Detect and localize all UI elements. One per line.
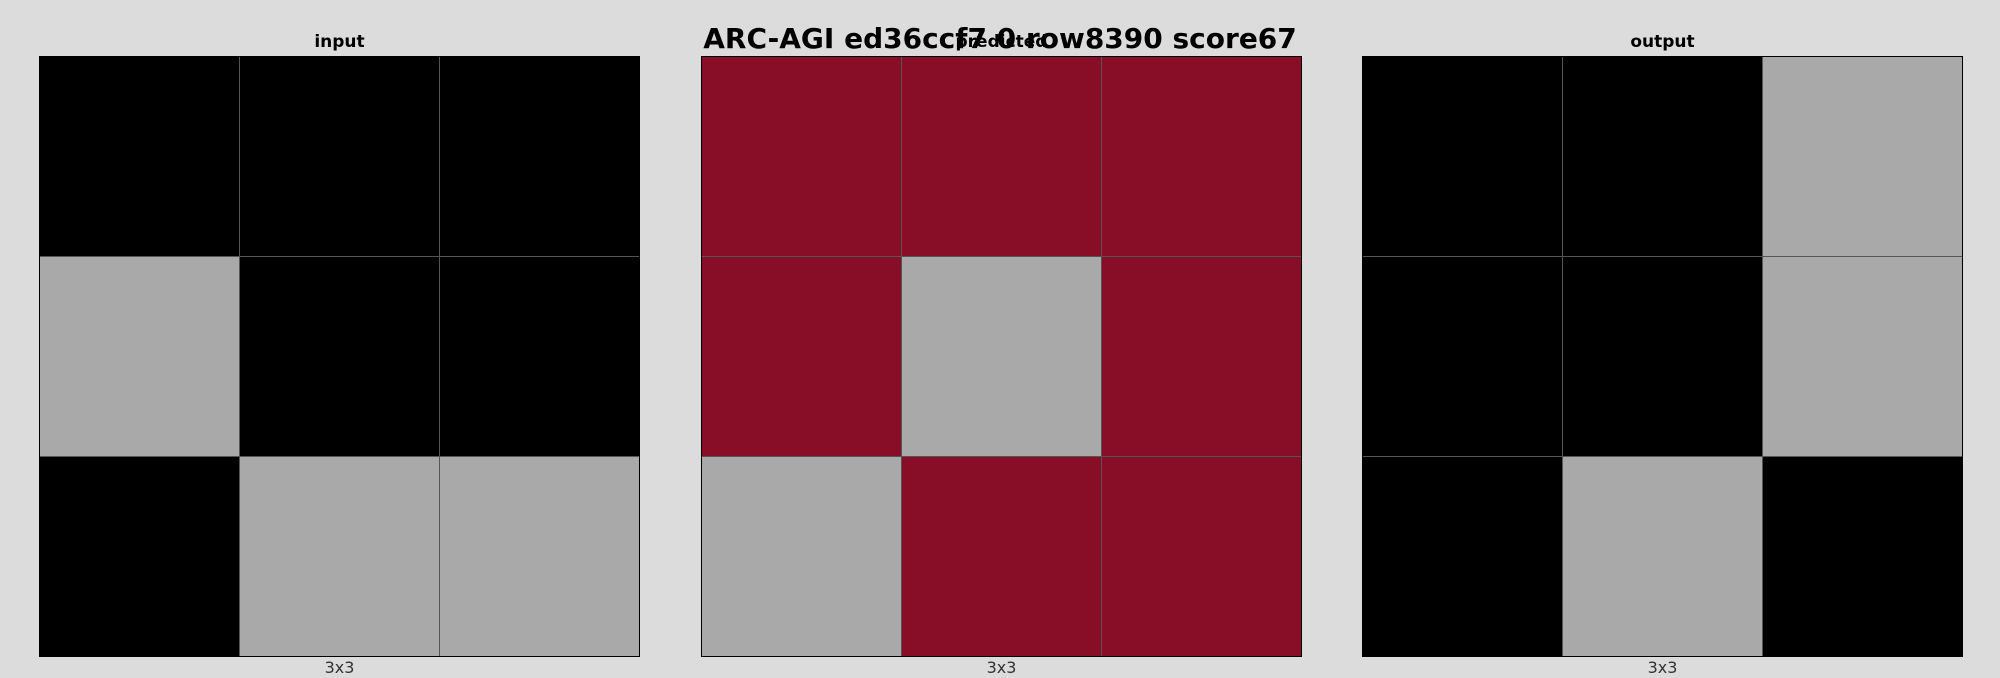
predicted-cell-r1-c1 [902,257,1101,456]
predicted-grid-size-label: 3x3 [986,658,1017,677]
input-cell-r0-c2 [440,57,639,256]
output-panel-title: output [1630,32,1695,52]
predicted-cell-r2-c0 [702,457,901,656]
predicted-cell-r0-c1 [902,57,1101,256]
predicted-grid [701,56,1302,657]
predicted-panel: predicted 3x3 [701,0,1302,677]
output-panel: output 3x3 [1362,0,1963,677]
output-cell-r1-c0 [1363,257,1562,456]
predicted-cell-r2-c2 [1102,457,1301,656]
input-cell-r2-c1 [240,457,439,656]
predicted-cell-r2-c1 [902,457,1101,656]
predicted-panel-title: predicted [955,32,1048,52]
output-cell-r2-c2 [1763,457,1962,656]
output-cell-r0-c1 [1563,57,1762,256]
input-grid [39,56,640,657]
output-cell-r0-c2 [1763,57,1962,256]
output-cell-r2-c0 [1363,457,1562,656]
output-cell-r1-c1 [1563,257,1762,456]
input-cell-r1-c2 [440,257,639,456]
output-grid-size-label: 3x3 [1647,658,1678,677]
predicted-cell-r0-c0 [702,57,901,256]
output-cell-r0-c0 [1363,57,1562,256]
input-cell-r0-c1 [240,57,439,256]
output-cell-r1-c2 [1763,257,1962,456]
input-cell-r2-c2 [440,457,639,656]
input-cell-r1-c0 [40,257,239,456]
output-grid [1362,56,1963,657]
input-cell-r1-c1 [240,257,439,456]
predicted-cell-r1-c2 [1102,257,1301,456]
predicted-cell-r1-c0 [702,257,901,456]
input-grid-size-label: 3x3 [324,658,355,677]
input-panel: input 3x3 [39,0,640,677]
predicted-cell-r0-c2 [1102,57,1301,256]
output-cell-r2-c1 [1563,457,1762,656]
input-panel-title: input [314,32,365,52]
figure-title: ARC-AGI ed36ccf7 0 row8390 score67 [703,22,1297,55]
input-cell-r0-c0 [40,57,239,256]
input-cell-r2-c0 [40,457,239,656]
